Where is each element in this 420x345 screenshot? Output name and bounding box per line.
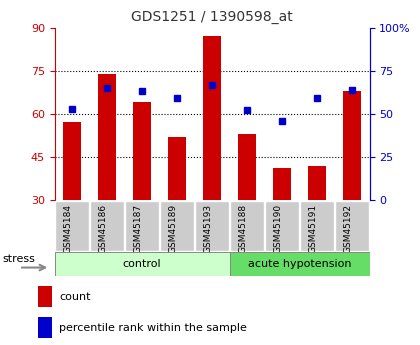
Text: GSM45190: GSM45190 [273, 204, 282, 253]
Bar [344, 91, 361, 286]
Text: GSM45189: GSM45189 [168, 204, 177, 253]
FancyBboxPatch shape [125, 201, 159, 251]
Text: GSM45191: GSM45191 [308, 204, 317, 253]
Bar [134, 102, 151, 286]
Bar [273, 168, 291, 286]
Text: GSM45187: GSM45187 [133, 204, 142, 253]
Text: control: control [123, 259, 161, 269]
Bar [63, 122, 81, 286]
FancyBboxPatch shape [90, 201, 124, 251]
Title: GDS1251 / 1390598_at: GDS1251 / 1390598_at [131, 10, 293, 24]
Bar [38, 286, 52, 307]
FancyBboxPatch shape [55, 252, 230, 276]
Text: GSM45188: GSM45188 [238, 204, 247, 253]
FancyBboxPatch shape [230, 252, 370, 276]
Bar [203, 36, 221, 286]
FancyBboxPatch shape [195, 201, 229, 251]
Text: stress: stress [3, 254, 36, 264]
Text: count: count [59, 292, 91, 302]
FancyBboxPatch shape [230, 201, 264, 251]
Text: GSM45186: GSM45186 [98, 204, 107, 253]
Text: GSM45192: GSM45192 [343, 204, 352, 253]
Bar [308, 166, 326, 286]
FancyBboxPatch shape [335, 201, 369, 251]
FancyBboxPatch shape [300, 201, 334, 251]
FancyBboxPatch shape [265, 201, 299, 251]
Text: acute hypotension: acute hypotension [248, 259, 352, 269]
Text: percentile rank within the sample: percentile rank within the sample [59, 323, 247, 333]
Bar [38, 317, 52, 338]
Bar [98, 73, 116, 286]
Text: GSM45184: GSM45184 [63, 204, 72, 253]
FancyBboxPatch shape [160, 201, 194, 251]
Bar [239, 134, 256, 286]
Bar [168, 137, 186, 286]
FancyBboxPatch shape [55, 201, 89, 251]
Text: GSM45193: GSM45193 [203, 204, 212, 253]
